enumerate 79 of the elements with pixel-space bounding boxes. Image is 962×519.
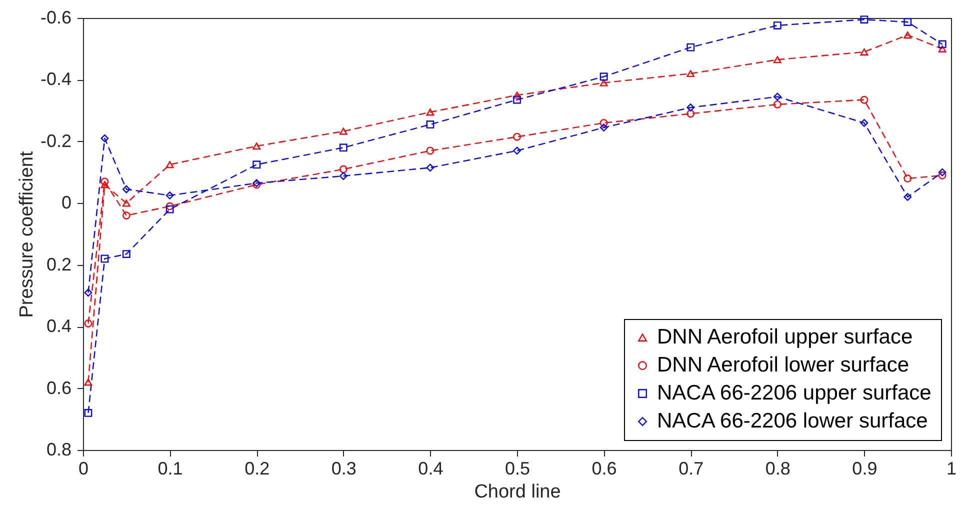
point — [686, 104, 695, 112]
point — [938, 171, 946, 180]
y-axis-title: Pressure coefficient — [16, 150, 38, 318]
point — [600, 118, 608, 127]
point — [600, 79, 608, 86]
point — [166, 191, 174, 200]
point — [339, 172, 348, 180]
x-tick-label: 0.2 — [244, 458, 270, 478]
point — [252, 160, 261, 169]
point — [686, 70, 695, 78]
x-tick-label: 0.4 — [418, 458, 444, 478]
point — [166, 161, 174, 168]
point — [860, 96, 868, 104]
point — [339, 144, 348, 152]
point — [339, 165, 348, 174]
point — [513, 132, 521, 141]
point — [100, 178, 109, 186]
x-tick-label: 0.5 — [504, 458, 530, 478]
legend-label: NACA 66-2206 lower surface — [657, 410, 928, 432]
x-tick-label: 0 — [78, 458, 89, 478]
y-tick-label: 0.2 — [46, 254, 72, 274]
point — [860, 48, 868, 56]
point — [904, 193, 912, 201]
point — [513, 146, 521, 155]
point — [84, 288, 92, 297]
point — [904, 174, 912, 182]
point — [100, 254, 109, 263]
point — [938, 40, 946, 48]
x-tick-label: 0.6 — [592, 458, 617, 478]
point — [100, 134, 109, 142]
x-tick-label: 0.7 — [678, 458, 704, 478]
point — [426, 108, 434, 116]
point — [904, 31, 912, 38]
point — [84, 409, 92, 417]
point — [600, 72, 608, 81]
y-tick-label: 0 — [61, 192, 72, 213]
y-tick-label: -0.6 — [40, 8, 72, 28]
point — [426, 120, 434, 128]
y-tick-label: 0.4 — [46, 316, 72, 336]
point — [904, 18, 912, 26]
point — [100, 181, 109, 188]
point — [773, 21, 782, 30]
point — [84, 320, 92, 328]
point — [773, 92, 782, 101]
point — [600, 124, 608, 132]
legend-label: DNN Aerofoil upper surface — [657, 326, 913, 348]
x-tick-label: 0.8 — [765, 458, 790, 478]
legend-label: NACA 66-2206 upper surface — [657, 382, 932, 404]
x-tick-label: 0.9 — [852, 458, 878, 478]
point — [252, 142, 261, 150]
point — [686, 43, 695, 52]
point — [166, 202, 174, 210]
point — [122, 250, 130, 258]
y-tick-label: 0.6 — [46, 378, 72, 398]
x-tick-label: 1 — [946, 458, 957, 478]
legend-label: DNN Aerofoil lower surface — [657, 354, 910, 376]
point — [166, 205, 174, 214]
point — [339, 128, 348, 135]
x-tick-label: 0.1 — [158, 458, 183, 478]
y-tick-label: -0.2 — [40, 130, 72, 151]
point — [122, 212, 130, 220]
y-tick-label: -0.4 — [40, 69, 72, 90]
point — [84, 378, 92, 386]
x-tick-label: 0.3 — [331, 458, 356, 478]
point — [426, 146, 434, 155]
point — [773, 100, 782, 108]
point — [860, 16, 868, 24]
point — [122, 185, 130, 194]
point — [513, 96, 521, 104]
point — [938, 168, 946, 176]
point — [860, 118, 868, 127]
point — [773, 56, 782, 64]
x-axis-title: Chord line — [474, 482, 561, 502]
point — [426, 164, 434, 172]
y-tick-label: 0.8 — [46, 440, 72, 460]
point — [686, 110, 695, 118]
point — [122, 200, 130, 207]
point — [513, 92, 521, 99]
point — [938, 45, 946, 52]
